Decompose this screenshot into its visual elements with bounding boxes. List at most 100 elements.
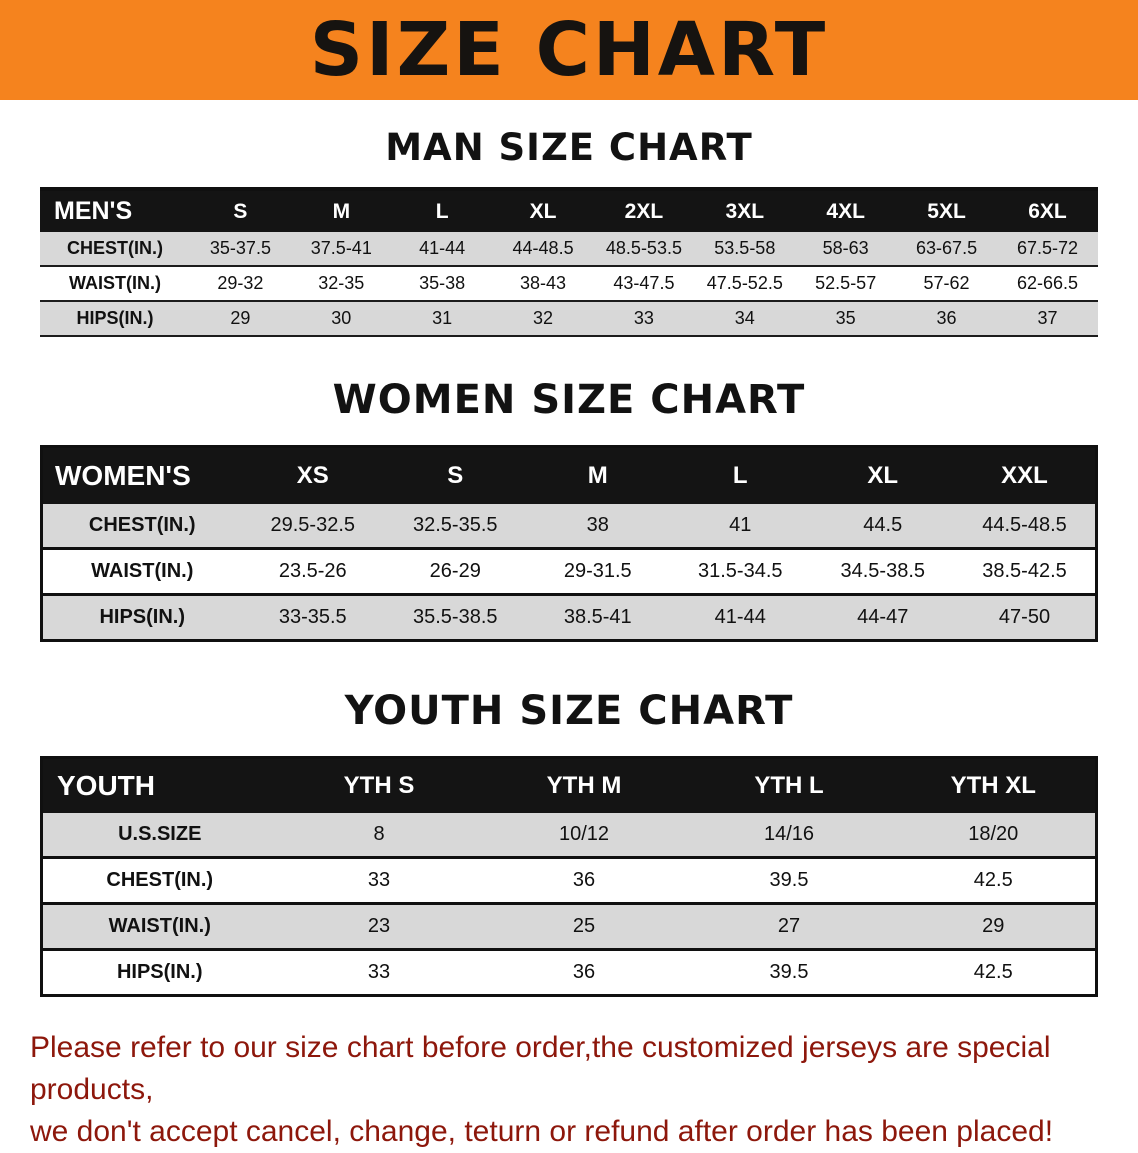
- table-cell: 34: [734, 308, 755, 328]
- table-cell: 47-50: [998, 606, 1051, 628]
- size-col-header: 6XL: [997, 189, 1098, 232]
- footer-disclaimer: Please refer to our size chart before or…: [30, 1027, 1108, 1153]
- table-cell: 52.5-57: [815, 273, 877, 293]
- table-cell: 39.5: [769, 961, 809, 983]
- size-chart-banner: SIZE CHART: [0, 0, 1138, 100]
- table-cell: 67.5-72: [1016, 238, 1079, 258]
- table-cell: 32-35: [318, 273, 365, 293]
- table-row: HIPS(IN.) 29 30 31 32 33 34 35 36 37: [40, 301, 1098, 336]
- men-section-title: MAN SIZE CHART: [385, 126, 753, 169]
- footer-disclaimer-line1: Please refer to our size chart before or…: [30, 1031, 1051, 1106]
- table-cell: 36: [572, 869, 596, 891]
- youth-section: YOUTH SIZE CHART YOUTH YTH S YTH M YTH L…: [0, 642, 1138, 997]
- men-section: MAN SIZE CHART MEN'S S M L XL 2XL 3XL 4X…: [0, 100, 1138, 337]
- row-label: WAIST(IN.): [69, 273, 161, 293]
- table-cell: 35-38: [419, 273, 466, 293]
- size-col-header: XL: [492, 189, 594, 232]
- table-row: HIPS(IN.) 33-35.5 35.5-38.5 38.5-41 41-4…: [41, 594, 1097, 641]
- table-cell: 42.5: [973, 961, 1013, 983]
- size-col-header: XL: [811, 446, 954, 504]
- table-cell: 41-44: [714, 606, 766, 628]
- women-header-row: WOMEN'S XS S M L XL XXL: [41, 446, 1097, 504]
- table-cell: 26-29: [429, 560, 481, 582]
- table-cell: 37.5-41: [310, 238, 372, 258]
- row-label: WAIST(IN.): [91, 560, 194, 582]
- table-cell: 14/16: [763, 823, 815, 845]
- table-cell: 8: [373, 823, 385, 845]
- table-cell: 18/20: [968, 823, 1019, 845]
- table-cell: 53.5-58: [714, 238, 776, 258]
- size-col-header: L: [391, 189, 493, 232]
- size-col-header: M: [290, 189, 392, 232]
- youth-size-table: YOUTH YTH S YTH M YTH L YTH XL U.S.SIZE …: [40, 756, 1098, 997]
- size-col-header: 3XL: [694, 189, 796, 232]
- men-table-label: MEN'S: [40, 189, 190, 232]
- footer-disclaimer-line2: we don't accept cancel, change, teturn o…: [30, 1115, 1054, 1148]
- table-cell: 29: [230, 308, 251, 328]
- size-col-header: YTH M: [481, 757, 687, 813]
- table-row: HIPS(IN.) 33 36 39.5 42.5: [41, 949, 1097, 996]
- table-row: WAIST(IN.) 23.5-26 26-29 29-31.5 31.5-34…: [41, 548, 1097, 595]
- table-cell: 29: [982, 915, 1005, 937]
- row-label: CHEST(IN.): [106, 869, 214, 891]
- size-col-header: YTH L: [686, 757, 892, 813]
- table-cell: 33: [633, 308, 654, 328]
- women-section: WOMEN SIZE CHART WOMEN'S XS S M L XL XXL…: [0, 337, 1138, 642]
- table-cell: 37: [1037, 308, 1058, 328]
- table-cell: 41-44: [419, 238, 466, 258]
- table-cell: 33: [367, 869, 391, 891]
- table-row: CHEST(IN.) 29.5-32.5 32.5-35.5 38 41 44.…: [41, 504, 1097, 549]
- table-cell: 36: [572, 961, 596, 983]
- table-cell: 39.5: [769, 869, 809, 891]
- table-cell: 41: [729, 514, 752, 536]
- row-label: CHEST(IN.): [88, 514, 196, 536]
- table-cell: 33: [367, 961, 391, 983]
- size-col-header: YTH XL: [891, 757, 1097, 813]
- size-col-header: XXL: [954, 446, 1097, 504]
- table-cell: 10/12: [558, 823, 610, 845]
- table-cell: 32.5-35.5: [412, 514, 498, 536]
- size-col-header: M: [526, 446, 669, 504]
- size-col-header: YTH S: [276, 757, 482, 813]
- row-label: WAIST(IN.): [108, 915, 211, 937]
- size-col-header: S: [384, 446, 527, 504]
- table-cell: 44.5-48.5: [982, 514, 1067, 536]
- table-cell: 23.5-26: [278, 560, 347, 582]
- table-cell: 42.5: [973, 869, 1013, 891]
- table-cell: 58-63: [822, 238, 869, 258]
- table-cell: 44-48.5: [512, 238, 574, 258]
- table-cell: 33-35.5: [278, 606, 347, 628]
- table-cell: 32: [533, 308, 554, 328]
- row-label: HIPS(IN.): [116, 961, 203, 983]
- table-cell: 38.5-41: [563, 606, 632, 628]
- table-cell: 38: [586, 514, 609, 536]
- table-row: CHEST(IN.) 33 36 39.5 42.5: [41, 857, 1097, 904]
- women-table-label: WOMEN'S: [41, 446, 242, 504]
- size-col-header: S: [190, 189, 291, 232]
- row-label: U.S.SIZE: [118, 823, 202, 845]
- table-row: WAIST(IN.) 29-32 32-35 35-38 38-43 43-47…: [40, 266, 1098, 301]
- table-cell: 57-62: [923, 273, 970, 293]
- size-col-header: 4XL: [795, 189, 897, 232]
- size-col-header: 2XL: [593, 189, 695, 232]
- youth-table-label: YOUTH: [41, 757, 277, 813]
- table-cell: 30: [331, 308, 352, 328]
- table-cell: 29.5-32.5: [270, 514, 355, 536]
- table-cell: 35.5-38.5: [412, 606, 498, 628]
- table-cell: 23: [367, 915, 391, 937]
- row-label: CHEST(IN.): [67, 238, 163, 258]
- table-cell: 47.5-52.5: [706, 273, 783, 293]
- table-cell: 29-31.5: [563, 560, 632, 582]
- table-row: WAIST(IN.) 23 25 27 29: [41, 903, 1097, 950]
- table-cell: 62-66.5: [1016, 273, 1079, 293]
- table-cell: 35-37.5: [209, 238, 271, 258]
- women-section-title: WOMEN SIZE CHART: [332, 377, 806, 423]
- table-cell: 31: [432, 308, 453, 328]
- table-cell: 38-43: [520, 273, 567, 293]
- size-col-header: L: [669, 446, 812, 504]
- table-cell: 38.5-42.5: [982, 560, 1067, 582]
- men-size-table: MEN'S S M L XL 2XL 3XL 4XL 5XL 6XL CHEST…: [40, 187, 1098, 337]
- banner-title: SIZE CHART: [309, 7, 829, 93]
- table-cell: 35: [835, 308, 856, 328]
- table-cell: 48.5-53.5: [605, 238, 682, 258]
